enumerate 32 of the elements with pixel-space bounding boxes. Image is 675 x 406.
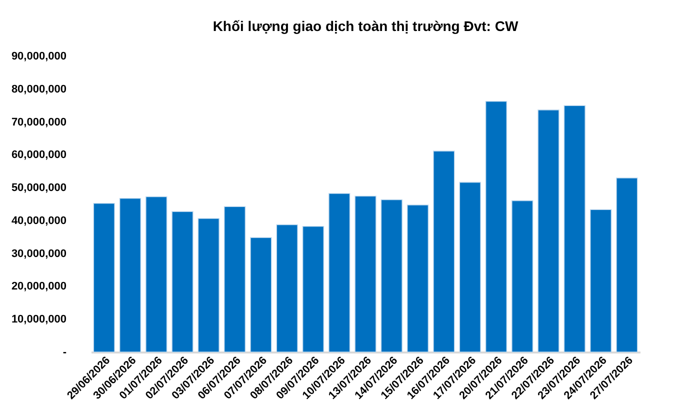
y-tick-label: 30,000,000 — [11, 248, 66, 260]
bar — [328, 193, 350, 352]
bar — [119, 198, 142, 352]
bar — [406, 204, 429, 352]
bar — [459, 182, 481, 352]
y-tick-label: 70,000,000 — [11, 116, 66, 128]
y-tick-label: 10,000,000 — [11, 314, 66, 326]
y-tick-label: - — [62, 346, 67, 358]
y-tick-label: 20,000,000 — [11, 280, 66, 293]
bar — [485, 100, 508, 352]
bar — [93, 202, 115, 352]
y-tick-label: 50,000,000 — [11, 182, 66, 194]
bar — [224, 206, 246, 352]
bar — [590, 209, 612, 352]
y-tick-label: 60,000,000 — [11, 149, 66, 162]
bar — [538, 110, 560, 352]
y-tick-label: 90,000,000 — [11, 50, 66, 62]
bar — [354, 196, 376, 352]
chart-title: Khối lượng giao dịch toàn thị trường Đvt: CW — [212, 18, 519, 34]
bar — [380, 199, 402, 352]
bar — [616, 178, 638, 352]
y-tick-label: 80,000,000 — [11, 83, 66, 96]
bar — [172, 211, 194, 352]
bar — [512, 200, 534, 352]
bar — [433, 150, 455, 352]
bar — [250, 237, 272, 352]
bar — [276, 224, 298, 352]
y-tick-label: 40,000,000 — [11, 214, 66, 227]
bar — [302, 226, 324, 352]
bar — [564, 105, 586, 352]
bar — [198, 218, 220, 352]
bar — [146, 196, 168, 352]
